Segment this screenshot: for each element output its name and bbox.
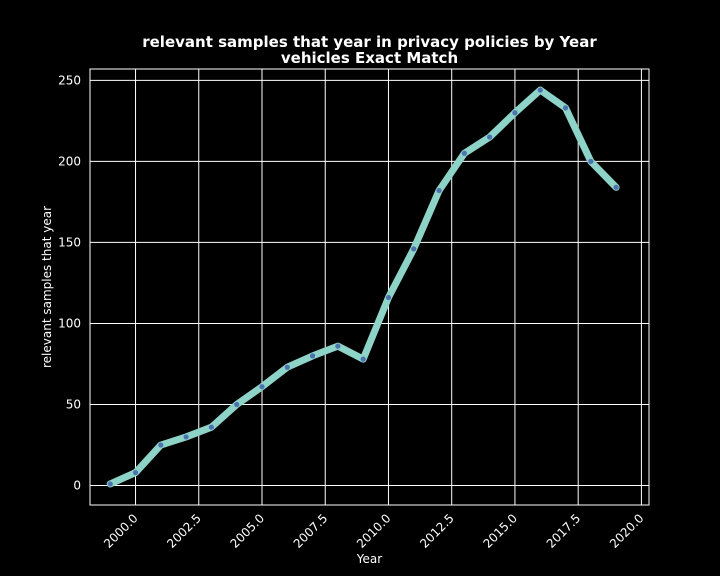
data-point [259,384,265,390]
y-tick-label: 150 [58,235,81,249]
data-point [562,105,569,111]
y-axis-label: relevant samples that year [40,206,54,368]
x-tick-label: 2020.0 [607,511,647,551]
data-point [309,353,316,359]
data-point [461,150,467,156]
y-tick-label: 100 [58,316,81,330]
data-point [512,110,518,116]
data-point [588,158,594,164]
x-tick-label: 2000.0 [101,511,141,551]
data-point [537,87,543,93]
grid [90,69,649,505]
data-point [360,356,366,362]
x-tick-label: 2007.5 [291,511,331,551]
x-tick-label: 2010.0 [354,511,394,551]
series-line [106,86,620,488]
x-tick-labels: 2000.0 2002.5 2005.0 2007.5 2010.0 2012.5 2015… [101,511,646,551]
y-tick-label: 200 [58,154,81,168]
data-point [183,434,189,440]
series-line-group [106,86,620,488]
data-point [385,294,392,301]
data-point [284,364,290,370]
data-point [132,469,139,476]
x-tick-label: 2012.5 [417,511,457,551]
data-point [234,401,240,408]
data-point [158,442,164,448]
chart-title: relevant samples that year in privacy po… [142,33,597,51]
data-point [613,184,619,190]
x-tick-label: 2005.0 [228,511,268,551]
y-tick-labels: 0 50 100 150 200 250 [58,73,81,492]
y-tick-label: 50 [66,398,81,412]
data-point [487,134,493,140]
data-point [335,343,341,349]
marker-group [107,87,619,487]
x-tick-label: 2002.5 [164,511,204,551]
data-point [411,246,417,252]
chart-subtitle: vehicles Exact Match [281,49,458,67]
x-axis-label: Year [356,552,382,566]
x-tick-label: 2015.0 [480,511,520,551]
data-point [436,187,442,194]
x-tick-label: 2017.5 [544,511,584,551]
data-point [208,424,215,430]
y-tick-label: 0 [73,479,81,493]
plot-frame [89,68,650,506]
y-tick-label: 250 [58,73,81,87]
data-point [107,481,113,487]
